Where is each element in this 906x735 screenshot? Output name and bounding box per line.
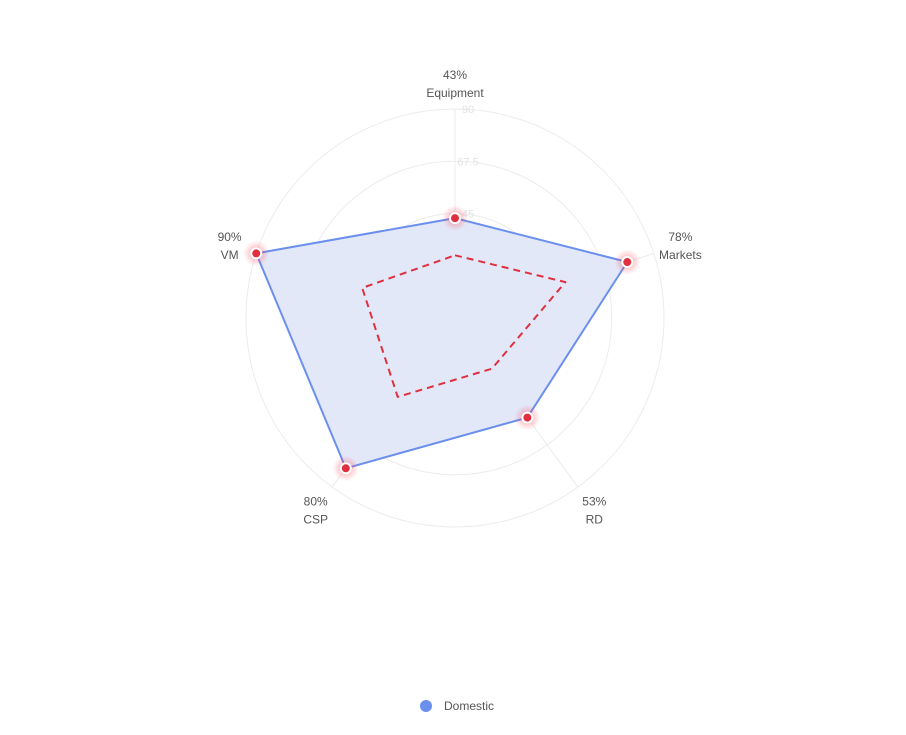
legend-marker [420, 700, 432, 712]
indicator-name-label: Equipment [426, 86, 484, 100]
indicator-label-csp: 80% CSP [303, 495, 328, 527]
radar-series-layer [243, 205, 641, 482]
indicator-label-rd: 53% RD [582, 495, 606, 527]
indicator-value-label: 80% [304, 495, 328, 509]
legend-label: Domestic [444, 699, 494, 713]
axis-tick-label: 67.5 [457, 156, 478, 168]
indicator-value-label: 53% [582, 495, 606, 509]
indicator-label-equipment: 43% Equipment [426, 68, 484, 100]
series-area-0 [255, 217, 629, 470]
indicator-name-label: CSP [303, 513, 328, 527]
indicator-value-label: 43% [443, 68, 467, 82]
indicator-label-markets: 78% Markets [659, 230, 702, 262]
indicator-name-label: VM [221, 248, 239, 262]
indicator-name-label: Markets [659, 248, 702, 262]
data-point[interactable] [521, 411, 534, 424]
indicator-value-label: 90% [218, 230, 242, 244]
indicator-labels: 43% Equipment 78% Markets 53% RD 80% CSP 90% VM [218, 68, 702, 527]
data-point[interactable] [250, 247, 263, 260]
series-line-dashed-1 [361, 254, 567, 398]
data-point[interactable] [339, 462, 352, 475]
indicator-name-label: RD [586, 513, 604, 527]
indicator-value-label: 78% [668, 230, 692, 244]
legend[interactable]: Domestic [420, 699, 494, 713]
axis-tick-label: 90 [462, 104, 474, 116]
indicator-label-vm: 90% VM [218, 230, 242, 262]
data-point[interactable] [621, 256, 634, 269]
data-point[interactable] [449, 212, 461, 225]
legend-item-domestic[interactable]: Domestic [420, 699, 494, 713]
